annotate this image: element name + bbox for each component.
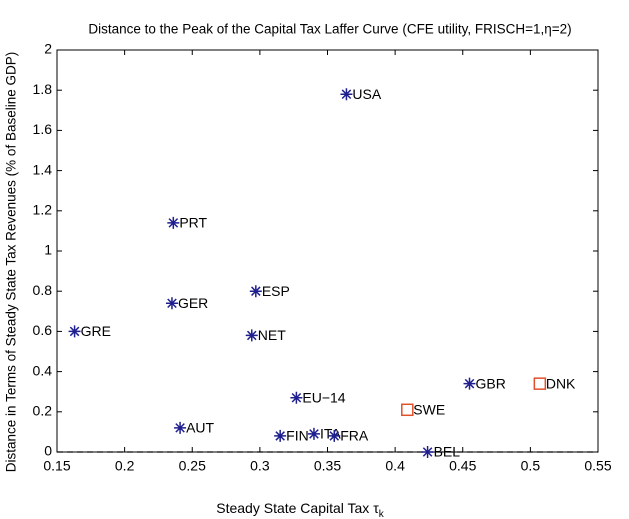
x-tick-label: 0.35 [314, 458, 341, 474]
point-label: SWE [413, 401, 445, 417]
point [401, 403, 414, 417]
point-label: FRA [340, 428, 369, 444]
y-tick-label: 0.6 [33, 322, 53, 338]
point-label: USA [352, 86, 381, 102]
point [463, 377, 476, 390]
point-label: GRE [81, 323, 111, 339]
chart-title: Distance to the Peak of the Capital Tax … [88, 22, 571, 37]
x-tick-label: 0.55 [584, 458, 611, 474]
point [245, 329, 258, 342]
point-label: BEL [434, 444, 461, 460]
y-tick-label: 1 [44, 242, 52, 258]
point-label: PRT [179, 215, 207, 231]
y-tick-label: 0 [44, 443, 52, 459]
y-tick-label: 0.8 [33, 282, 53, 298]
point [421, 446, 434, 458]
y-tick-label: 1.4 [33, 161, 53, 177]
x-tick-label: 0.45 [449, 458, 476, 474]
y-tick-label: 1.8 [33, 81, 53, 97]
point [165, 297, 178, 310]
point [68, 325, 81, 338]
x-tick-label: 0.15 [43, 458, 70, 474]
y-tick-label: 1.2 [33, 202, 53, 218]
x-axis-label-main: Steady State Capital Tax τ [216, 500, 379, 516]
point [328, 429, 341, 442]
point-label: ESP [262, 283, 290, 299]
point [174, 421, 187, 434]
point [167, 216, 180, 229]
x-tick-label: 0.25 [179, 458, 206, 474]
point [533, 377, 547, 390]
point [249, 285, 262, 298]
x-tick-label: 0.4 [385, 458, 405, 474]
point-label: FIN [286, 428, 309, 444]
x-tick-label: 0.5 [521, 458, 541, 474]
point [307, 427, 320, 440]
x-tick-label: 0.2 [115, 458, 135, 474]
point-label: NET [258, 327, 286, 343]
point [340, 88, 353, 101]
y-tick-label: 0.4 [33, 362, 53, 378]
point-label: AUT [186, 420, 214, 436]
x-axis-label-sub: k [379, 509, 385, 519]
point-label: DNK [546, 375, 576, 391]
point-label: GBR [476, 375, 506, 391]
y-tick-label: 1.6 [33, 121, 53, 137]
x-axis-label: Steady State Capital Tax τk [216, 500, 384, 519]
y-tick-label: 0.2 [33, 403, 53, 419]
x-tick-label: 0.3 [250, 458, 270, 474]
point-label: GER [178, 295, 208, 311]
y-axis-label: Distance in Terms of Steady State Tax Re… [4, 52, 19, 472]
point [274, 429, 287, 442]
point-label: EU−14 [302, 389, 345, 405]
point [290, 391, 303, 404]
y-tick-label: 2 [44, 41, 52, 57]
